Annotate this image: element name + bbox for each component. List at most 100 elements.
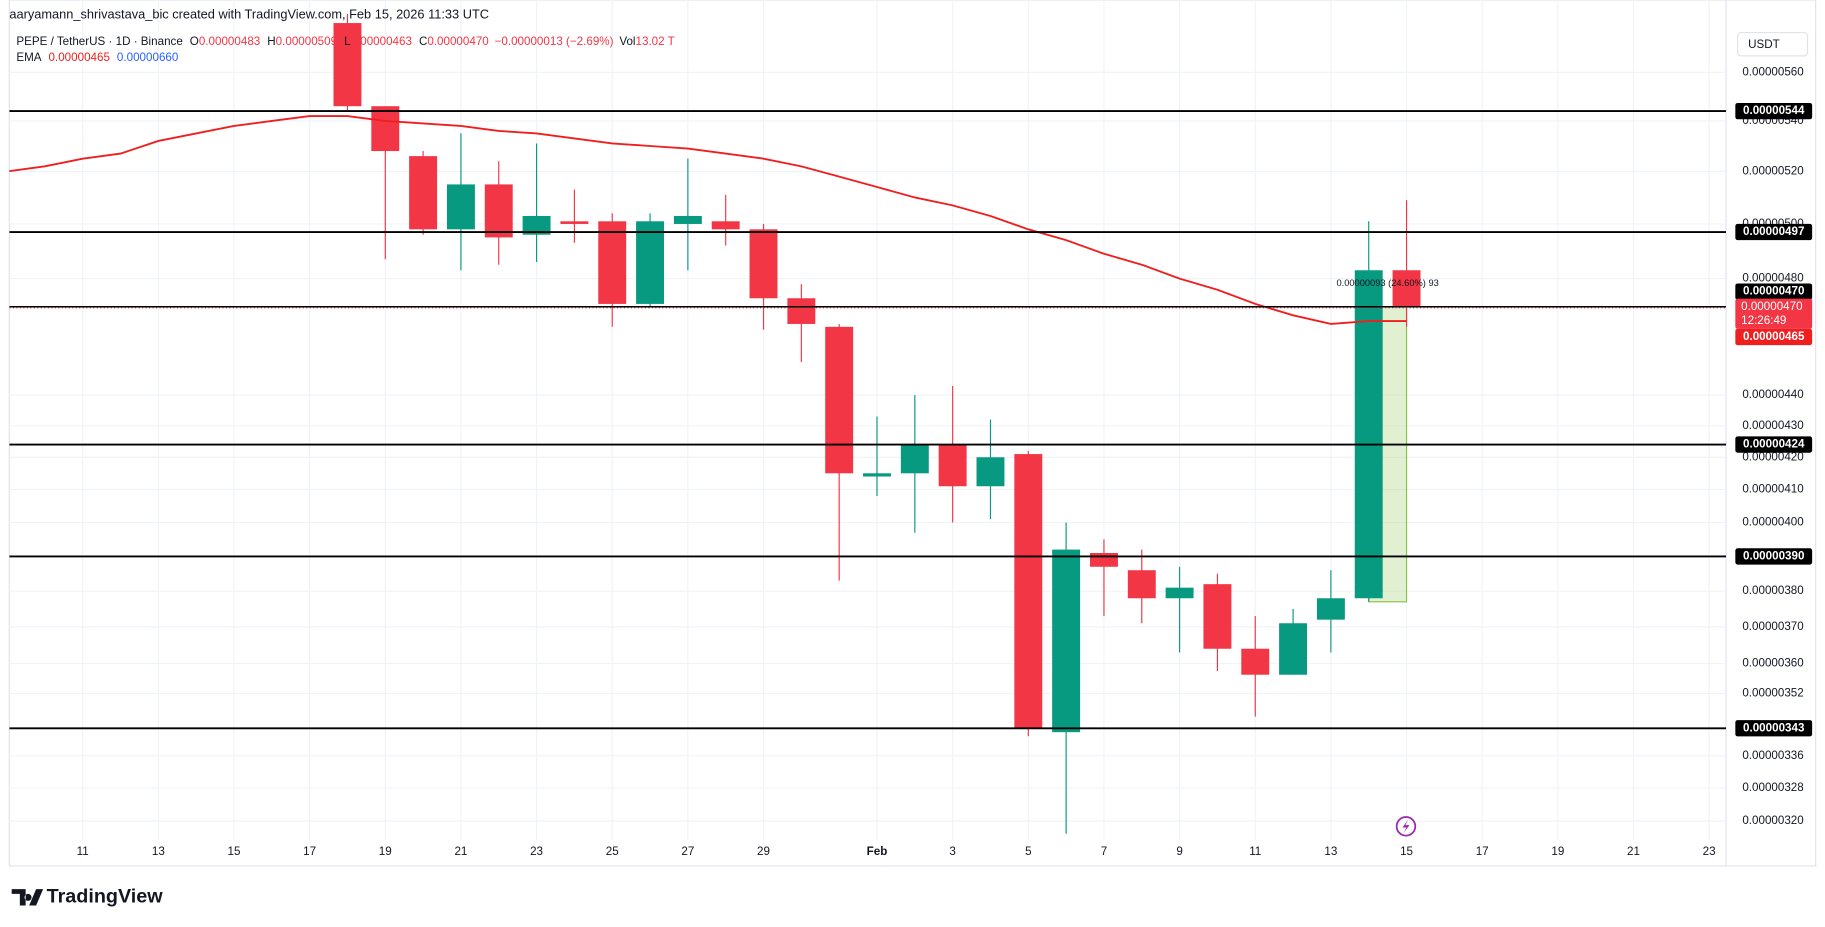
- candle-body: [598, 221, 627, 304]
- chart-frame: [8, 0, 1817, 867]
- x-tick-label: 27: [681, 845, 694, 858]
- candle-body: [333, 23, 362, 107]
- y-tick-label: 0.00000352: [1742, 687, 1803, 700]
- x-tick-label: 11: [77, 845, 89, 858]
- ema-price-box: [1735, 328, 1813, 346]
- y-tick-label: 0.00000320: [1742, 814, 1804, 827]
- countdown: 12:26:49: [1741, 314, 1786, 327]
- last-price-box: [1735, 298, 1813, 329]
- measure-label: 0.00000093 (24.60%) 93: [1336, 278, 1438, 288]
- y-tick-label: 0.00000440: [1742, 388, 1804, 401]
- x-tick-label: 17: [1476, 845, 1489, 858]
- candle-body: [409, 156, 438, 230]
- candle-body: [636, 221, 665, 304]
- ema-key: EMA: [16, 51, 41, 64]
- event-icon-bolt: [1402, 819, 1410, 834]
- price-label-box: [1735, 283, 1813, 300]
- y-tick-label: 0.00000520: [1742, 165, 1804, 178]
- ohlc-key: L: [344, 35, 351, 48]
- ohlc-value: 0.00000483: [199, 35, 260, 48]
- x-tick-label: 15: [1400, 845, 1413, 858]
- ohlc-legend: PEPE / TetherUS · 1D · Binance O0.0000048…: [16, 35, 674, 48]
- x-tick-label: 21: [1627, 845, 1640, 858]
- candle-body: [1052, 549, 1081, 733]
- y-tick-label: 0.00000336: [1742, 749, 1803, 762]
- candle-body: [484, 184, 513, 238]
- x-tick-label: 15: [228, 845, 241, 858]
- candle-body: [938, 444, 967, 487]
- price-label: 0.00000470: [1743, 285, 1804, 298]
- y-tick-label: 0.00000480: [1742, 272, 1804, 285]
- candle-body: [825, 326, 854, 474]
- y-tick-label: 0.00000400: [1742, 516, 1804, 529]
- ema-legend: EMA 0.00000465 0.00000660: [16, 51, 179, 64]
- volume-key: Vol: [619, 35, 635, 48]
- candle-body: [446, 184, 475, 230]
- symbol: PEPE / TetherUS · 1D · Binance: [16, 35, 182, 48]
- currency-box[interactable]: [1737, 32, 1809, 57]
- ema-line: [9, 115, 1407, 325]
- x-tick-label: 23: [1703, 845, 1716, 858]
- brand-name: TradingView: [47, 886, 164, 908]
- level-label: 0.00000343: [1743, 721, 1805, 734]
- x-tick-label: 23: [530, 845, 543, 858]
- ohlc-value: 0.00000470: [427, 35, 489, 48]
- candle-body: [1354, 270, 1383, 599]
- level-label-box: [1735, 102, 1813, 120]
- brand-logo: [11, 889, 44, 906]
- y-tick-label: 0.00000560: [1742, 65, 1804, 78]
- ema-price-label: 0.00000465: [1743, 330, 1805, 343]
- level-label-box: [1735, 436, 1813, 453]
- candle-body: [1127, 570, 1156, 599]
- ema-value: 0.00000660: [117, 51, 179, 64]
- change: −0.00000013 (−2.69%): [495, 35, 614, 48]
- candle-body: [787, 298, 816, 324]
- level-label: 0.00000544: [1743, 104, 1805, 117]
- x-tick-label: 5: [1025, 845, 1031, 858]
- candle-body: [711, 221, 740, 230]
- x-tick-label: 11: [1249, 845, 1261, 858]
- candle-body: [1279, 623, 1308, 675]
- candle-body: [522, 215, 551, 235]
- ohlc-key: O: [190, 35, 199, 48]
- candle-body: [900, 444, 929, 474]
- y-tick-label: 0.00000328: [1742, 781, 1803, 794]
- candle-body: [1203, 584, 1232, 649]
- candle-body: [1316, 598, 1345, 620]
- ema-value: 0.00000465: [49, 51, 110, 64]
- ohlc-key: C: [419, 35, 427, 48]
- last-price-label: 0.00000470: [1741, 300, 1803, 313]
- level-label-box: [1735, 720, 1813, 737]
- candle-body: [371, 106, 400, 152]
- x-tick-label: 3: [949, 845, 955, 858]
- y-tick-label: 0.00000410: [1742, 483, 1804, 496]
- candle-body: [1165, 587, 1194, 599]
- attribution: aaryamann_shrivastava_bic created with T…: [9, 7, 489, 22]
- candle-body: [749, 229, 778, 299]
- candle-body: [1241, 648, 1270, 675]
- level-label: 0.00000390: [1743, 550, 1804, 563]
- y-tick-label: 0.00000420: [1742, 450, 1804, 463]
- ohlc-value: 0.00000463: [351, 35, 412, 48]
- candle-body: [1392, 270, 1421, 307]
- candle-body: [673, 215, 702, 224]
- x-tick-label: 17: [303, 845, 316, 858]
- level-label-box: [1735, 548, 1813, 565]
- currency: USDT: [1748, 38, 1780, 51]
- candle-body: [1014, 454, 1043, 729]
- volume-value: 13.02 T: [636, 35, 675, 48]
- level-label-box: [1735, 223, 1813, 241]
- x-tick-label: 13: [152, 845, 165, 858]
- ohlc-key: H: [267, 35, 275, 48]
- y-tick-label: 0.00000380: [1742, 584, 1804, 597]
- x-tick-label: Feb: [867, 845, 888, 858]
- x-tick-label: 19: [379, 845, 392, 858]
- level-label: 0.00000424: [1743, 438, 1805, 451]
- x-tick-label: 21: [454, 845, 467, 858]
- ohlc-value: 0.00000509: [276, 35, 337, 48]
- x-tick-label: 9: [1176, 845, 1182, 858]
- x-tick-label: 25: [606, 845, 619, 858]
- candle-body: [863, 473, 891, 477]
